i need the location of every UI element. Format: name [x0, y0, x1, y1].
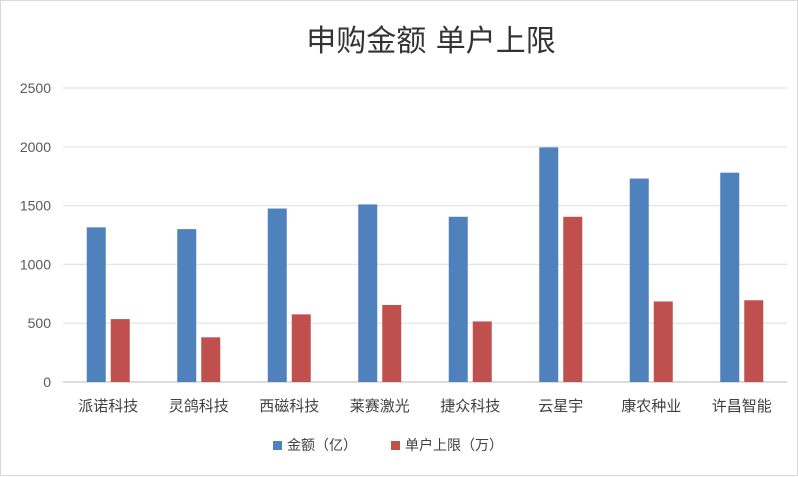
- bar-limit: [201, 337, 221, 382]
- bar-limit: [110, 319, 130, 382]
- x-tick-label: 康农种业: [621, 397, 681, 415]
- y-tick-label: 2500: [20, 80, 51, 96]
- bar-amount: [267, 208, 287, 382]
- legend-label: 金额（亿）: [287, 438, 357, 454]
- bar-amount: [720, 172, 740, 382]
- bar-limit: [744, 300, 764, 382]
- x-tick-label: 莱赛激光: [350, 397, 410, 415]
- bar-amount: [358, 204, 378, 382]
- bar-amount: [629, 178, 649, 382]
- bar-amount: [177, 229, 197, 382]
- bar-limit: [291, 314, 311, 382]
- x-tick-label: 灵鸽科技: [169, 397, 229, 415]
- chart-title: 申购金额 单户上限: [306, 24, 556, 59]
- x-tick-label: 西磁科技: [259, 397, 319, 415]
- bar-amount: [539, 147, 559, 382]
- x-tick-label: 许昌智能: [712, 397, 772, 415]
- y-tick-label: 500: [28, 315, 52, 331]
- x-tick-label: 派诺科技: [78, 397, 138, 415]
- y-tick-label: 2000: [20, 139, 51, 155]
- legend-label: 单户上限（万）: [405, 437, 503, 454]
- y-tick-label: 0: [43, 374, 51, 390]
- bar-amount: [86, 227, 106, 382]
- x-tick-label: 捷众科技: [440, 397, 500, 415]
- bar-limit: [382, 304, 402, 382]
- legend-swatch: [391, 441, 400, 450]
- bar-limit: [472, 321, 492, 382]
- x-tick-label: 云星宇: [538, 397, 583, 415]
- y-tick-label: 1500: [20, 198, 51, 214]
- bar-limit: [653, 301, 673, 382]
- bar-limit: [563, 216, 583, 382]
- bar-amount: [448, 216, 468, 382]
- y-tick-label: 1000: [20, 256, 51, 272]
- legend-swatch: [273, 441, 282, 450]
